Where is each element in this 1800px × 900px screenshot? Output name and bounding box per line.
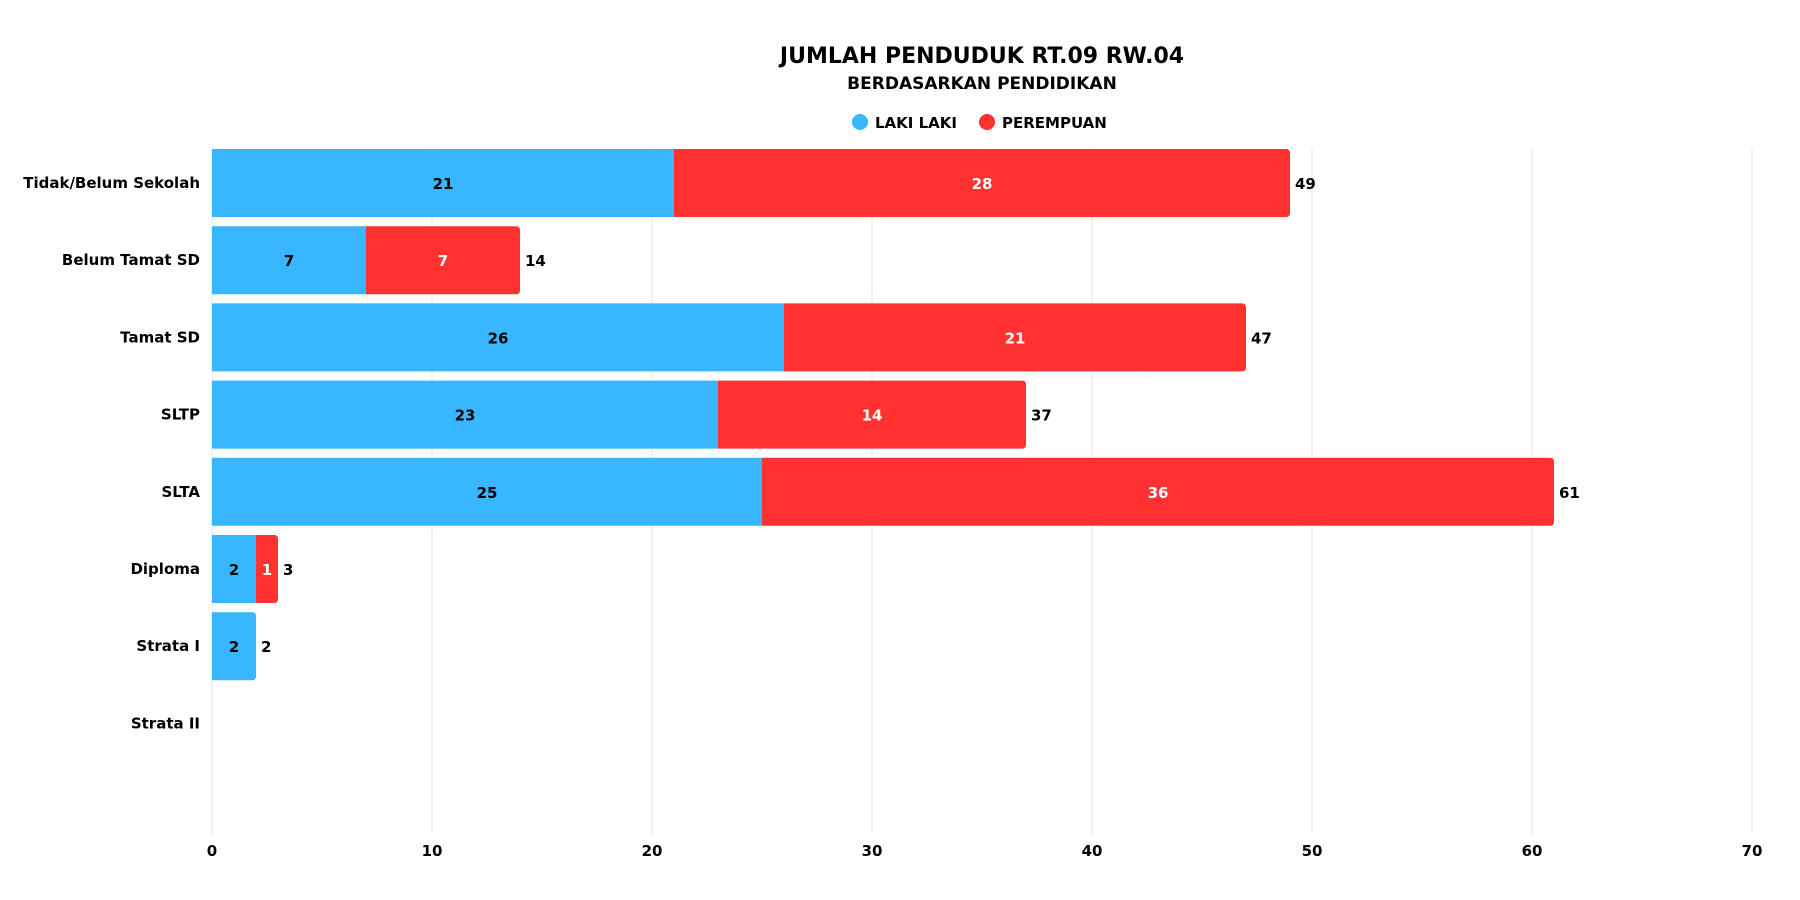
legend: LAKI LAKI PEREMPUAN <box>852 114 1107 132</box>
category-label: SLTP <box>161 406 200 424</box>
x-tick-label: 20 <box>642 842 663 860</box>
category-label: Diploma <box>130 560 200 578</box>
x-tick-label: 70 <box>1742 842 1763 860</box>
bar-segment <box>674 149 1290 217</box>
legend-swatch <box>979 114 995 130</box>
bar-segment <box>212 535 256 603</box>
bar-segment <box>366 226 520 295</box>
x-tick-label: 40 <box>1082 842 1103 860</box>
bar-value-label: 2 <box>229 561 239 579</box>
bar-value-label: 2 <box>229 638 239 656</box>
bar-segment <box>212 303 784 372</box>
category-label: Strata II <box>131 714 200 732</box>
x-tick-label: 50 <box>1302 842 1323 860</box>
bar-segment <box>212 226 366 295</box>
x-tick-label: 60 <box>1522 842 1543 860</box>
bar-value-label: 7 <box>438 252 448 270</box>
bar-total-label: 14 <box>525 252 546 270</box>
x-tick-label: 30 <box>862 842 883 860</box>
category-labels: Tidak/Belum Sekolah Belum Tamat SD Tamat S… <box>23 174 200 732</box>
category-label: Belum Tamat SD <box>62 251 200 269</box>
bar-total-label: 37 <box>1031 407 1052 425</box>
bar-total-label: 61 <box>1559 484 1580 502</box>
bar-value-label: 7 <box>284 252 294 270</box>
bar-total-label: 49 <box>1295 175 1316 193</box>
bar-value-label: 28 <box>972 175 993 193</box>
category-label: Tidak/Belum Sekolah <box>23 174 200 192</box>
bar-total-label: 47 <box>1251 329 1272 347</box>
x-tick-label: 10 <box>422 842 443 860</box>
bar-value-label: 1 <box>262 561 272 579</box>
category-label: SLTA <box>161 483 200 501</box>
bar-segment <box>762 457 1554 526</box>
bar-segment <box>212 612 256 681</box>
bar-value-label: 14 <box>862 407 883 425</box>
legend-label: PEREMPUAN <box>1002 114 1107 132</box>
bar-value-label: 25 <box>477 484 498 502</box>
chart-subtitle: BERDASARKAN PENDIDIKAN <box>847 74 1117 94</box>
category-label: Tamat SD <box>120 328 200 346</box>
bar-segment <box>718 380 1026 449</box>
bar-value-label: 26 <box>488 329 509 347</box>
bar-segment <box>212 457 762 526</box>
bar-value-label: 21 <box>433 175 454 193</box>
legend-swatch <box>852 114 868 130</box>
bar-total-label: 3 <box>283 561 293 579</box>
bar-segment <box>212 380 718 449</box>
bar-segment <box>212 149 674 217</box>
chart-title: JUMLAH PENDUDUK RT.09 RW.04 <box>778 44 1184 69</box>
x-tick-label: 0 <box>207 842 217 860</box>
x-axis-tick-labels: 0 10 20 30 40 50 60 70 <box>207 842 1763 860</box>
bar-total-label: 2 <box>261 638 271 656</box>
bar-value-label: 36 <box>1148 484 1169 502</box>
legend-label: LAKI LAKI <box>875 114 957 132</box>
bar-value-label: 23 <box>455 407 476 425</box>
bar-value-label: 21 <box>1005 329 1026 347</box>
bar-segment <box>256 535 278 603</box>
category-label: Strata I <box>136 637 200 655</box>
bar-segment <box>784 303 1246 372</box>
